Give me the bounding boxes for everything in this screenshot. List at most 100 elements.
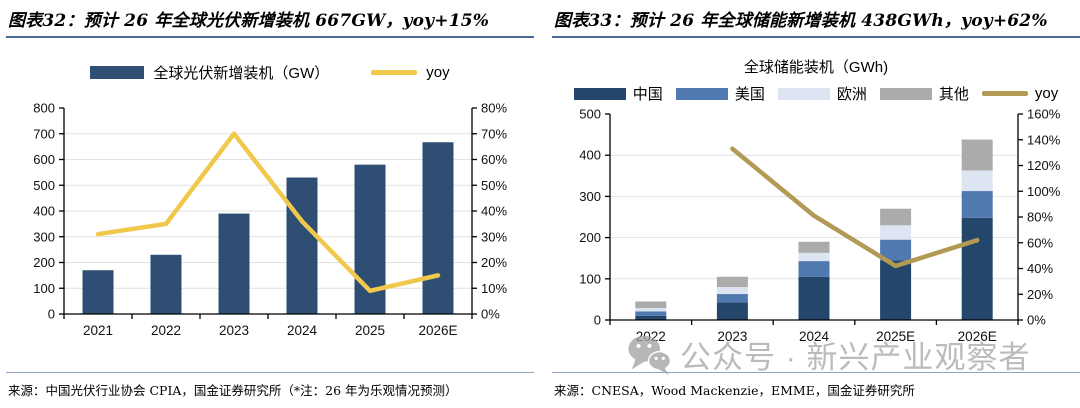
source-note: 来源：CNESA，Wood Mackenzie，EMME，国金证券研究所 — [554, 383, 915, 398]
category-label: 2024 — [799, 329, 830, 344]
chart-canvas: 0 100 200 300 400 500 600 700 800 0% 10% 20% 30% 40% 5… — [33, 101, 507, 339]
figure-33-energy-storage-chart: 图表33：预计 26 年全球储能新增装机 438GWh，yoy+62% 全球储能… — [552, 6, 1080, 404]
left-axis-label: 600 — [33, 152, 55, 167]
bar-segment — [880, 239, 912, 261]
chart-legend: 中国 美国 欧洲 其他 yoy — [552, 83, 1080, 104]
legend-bar-swatch — [777, 87, 830, 100]
figure-title: 图表32：预计 26 年全球光伏新增装机 667GW，yoy+15% — [8, 11, 490, 31]
legend-label: 其他 — [938, 86, 969, 103]
bar-segment — [961, 191, 993, 218]
right-axis-label: 20% — [1027, 287, 1053, 302]
category-label: 2024 — [287, 323, 318, 338]
bar-segment — [798, 261, 830, 277]
bar-segment — [716, 276, 748, 288]
left-axis-label: 200 — [33, 255, 55, 270]
category-label: 2025E — [876, 329, 915, 344]
bar-segment — [218, 213, 250, 314]
legend-item: 美国 — [675, 83, 765, 104]
category-label: 2022 — [636, 329, 666, 344]
left-axis-label: 0 — [48, 307, 55, 322]
bar-segment — [82, 270, 114, 314]
right-axis-label: 40% — [1027, 261, 1053, 276]
left-axis-label: 100 — [579, 271, 601, 286]
bar-segment — [286, 177, 318, 314]
left-axis-label: 300 — [33, 229, 55, 244]
category-label: 2023 — [219, 323, 249, 338]
left-axis-label: 200 — [579, 230, 601, 245]
legend-item: yoy — [371, 64, 450, 81]
bar-segment — [961, 217, 993, 320]
bar-segment — [798, 252, 830, 262]
title-divider — [6, 36, 534, 38]
left-axis-label: 500 — [33, 178, 55, 193]
chart-canvas: 0 100 200 300 400 500 0% 20% 40% 60% 80% 100% 120% 14… — [579, 107, 1061, 345]
legend-label: yoy — [1034, 85, 1059, 102]
bar-segment — [635, 311, 667, 316]
chart-title: 全球储能装机（GWh) — [743, 59, 889, 76]
legend-line-swatch — [371, 70, 418, 75]
title-divider — [552, 36, 1080, 38]
report-figures-row: 图表32：预计 26 年全球光伏新增装机 667GW，yoy+15% 全球光伏新… — [6, 6, 1080, 404]
right-axis-label: 140% — [1027, 132, 1061, 147]
right-axis-label: 0% — [1027, 313, 1046, 328]
yoy-line — [730, 146, 980, 269]
left-axis-label: 700 — [33, 126, 55, 141]
source-note: 来源：中国光伏行业协会 CPIA，国金证券研究所（*注：26 年为乐观情况预测） — [8, 383, 458, 398]
legend-label: 美国 — [734, 86, 765, 103]
legend-label: 中国 — [632, 86, 663, 103]
right-axis-label: 70% — [481, 126, 507, 141]
legend-bar-swatch — [879, 87, 932, 100]
right-axis-label: 120% — [1027, 158, 1061, 173]
bar-segment — [150, 254, 182, 314]
left-axis-label: 300 — [579, 189, 601, 204]
right-axis-label: 100% — [1027, 184, 1061, 199]
left-axis-label: 400 — [33, 204, 55, 219]
legend-item: 欧洲 — [777, 83, 867, 104]
source-divider — [552, 372, 1080, 373]
legend-label: yoy — [426, 64, 450, 81]
right-axis-label: 60% — [1027, 235, 1053, 250]
figure-title: 图表33：预计 26 年全球储能新增装机 438GWh，yoy+62% — [554, 11, 1048, 31]
right-axis-label: 60% — [481, 152, 507, 167]
bar-segment — [635, 301, 667, 309]
right-axis-label: 160% — [1027, 107, 1061, 122]
bar-segment — [961, 170, 993, 192]
legend-item: 中国 — [573, 83, 663, 104]
legend-item: 其他 — [879, 83, 969, 104]
right-axis-label: 10% — [481, 281, 507, 296]
left-axis-label: 800 — [33, 101, 55, 116]
source-divider — [6, 372, 534, 373]
right-axis-label: 40% — [481, 204, 507, 219]
yoy-line — [95, 131, 441, 294]
left-axis-label: 0 — [594, 313, 601, 328]
chart-legend: 全球光伏新增装机（GW） yoy — [6, 62, 534, 83]
right-axis-label: 50% — [481, 178, 507, 193]
right-axis-label: 80% — [481, 101, 507, 116]
left-axis-label: 500 — [579, 107, 601, 122]
legend-bar-swatch — [675, 87, 728, 100]
bar-segment — [635, 308, 667, 312]
category-label: 2021 — [83, 323, 113, 338]
bar-segment — [716, 302, 748, 320]
category-label: 2026E — [958, 329, 997, 344]
bar-segment — [635, 315, 667, 320]
right-axis-label: 30% — [481, 229, 507, 244]
figure-32-solar-pv-chart: 图表32：预计 26 年全球光伏新增装机 667GW，yoy+15% 全球光伏新… — [6, 6, 534, 404]
category-label: 2022 — [151, 323, 181, 338]
left-axis-label: 400 — [579, 148, 601, 163]
legend-label: 全球光伏新增装机（GW） — [153, 65, 330, 82]
right-axis-label: 0% — [481, 307, 500, 322]
bar-segment — [880, 260, 912, 320]
bar-segment — [716, 294, 748, 303]
category-label: 2023 — [717, 329, 747, 344]
right-axis-label: 80% — [1027, 210, 1053, 225]
bar-segment — [798, 241, 830, 253]
legend-label: 欧洲 — [836, 86, 867, 103]
legend-item: 全球光伏新增装机（GW） — [90, 62, 329, 83]
bar-segment — [798, 276, 830, 320]
legend-item: yoy — [981, 85, 1059, 102]
bar-segment — [716, 287, 748, 295]
legend-line-swatch — [981, 91, 1028, 96]
category-label: 2025 — [355, 323, 385, 338]
left-axis-label: 100 — [33, 281, 55, 296]
